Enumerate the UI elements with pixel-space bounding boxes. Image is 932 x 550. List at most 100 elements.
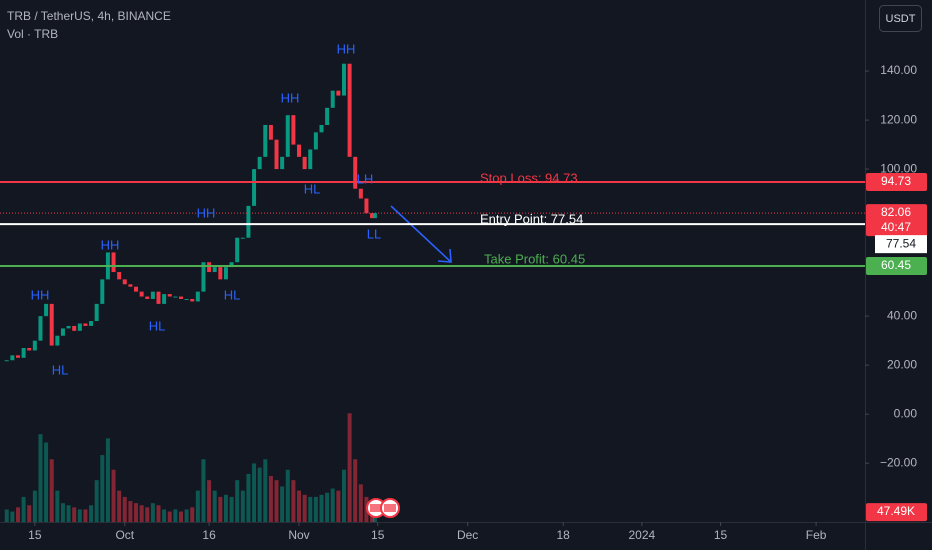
candle	[325, 107, 330, 125]
volume-bar	[190, 507, 195, 522]
candle	[83, 323, 88, 326]
take-profit-badge-bg	[866, 257, 927, 276]
candle	[280, 156, 285, 170]
pattern-annotation: HH	[31, 287, 50, 302]
pattern-annotation: HH	[197, 205, 216, 220]
volume-bar	[27, 505, 32, 522]
volume-bar	[313, 496, 318, 522]
volume-bar	[105, 438, 110, 522]
candle	[139, 291, 144, 297]
candle	[347, 63, 352, 157]
volume-bar	[285, 469, 290, 522]
volume-bar	[274, 480, 279, 522]
candle	[291, 115, 296, 145]
candle	[201, 262, 206, 292]
volume-bar	[353, 459, 358, 522]
forecast-arrow	[390, 205, 452, 263]
volume-bar	[117, 490, 122, 522]
level-label: Take Profit: 60.45	[484, 251, 585, 266]
volume-bar	[60, 503, 65, 522]
volume-bar	[178, 511, 183, 522]
volume-bar	[38, 434, 43, 522]
stop-loss-badge-bg	[866, 173, 927, 192]
volume-bar	[44, 442, 49, 522]
volume-bar	[89, 505, 94, 522]
candle	[122, 279, 127, 285]
candle	[128, 284, 133, 287]
candle	[10, 355, 15, 361]
volume-bar	[184, 509, 189, 522]
volume-legend: Vol · TRB	[7, 27, 58, 41]
volume-bar	[325, 492, 330, 522]
candle	[162, 294, 167, 304]
volume-badge: 47.49K	[877, 504, 915, 518]
volume-bar	[32, 490, 37, 522]
y-tick-label: −20.00	[880, 455, 917, 469]
candle	[4, 360, 9, 362]
chart-title: TRB / TetherUS, 4h, BINANCE	[7, 9, 171, 23]
candle	[358, 188, 363, 199]
volume-bar	[263, 459, 268, 522]
y-tick-label: 120.00	[880, 112, 917, 126]
volume-bar	[257, 467, 262, 522]
volume-bar	[49, 459, 54, 522]
pattern-annotation: LH	[357, 171, 374, 186]
volume-bar	[201, 459, 206, 522]
candle	[229, 262, 234, 268]
candle	[27, 348, 32, 351]
candle	[55, 335, 60, 346]
candle	[66, 325, 71, 329]
candle	[313, 132, 318, 150]
candle	[89, 321, 94, 326]
candle	[173, 296, 178, 298]
volume-bar	[83, 509, 88, 522]
volume-badge-bg	[866, 503, 927, 522]
candle	[32, 340, 37, 351]
entry-badge-bg	[875, 235, 927, 254]
volume-bar	[229, 496, 234, 522]
volume-bar	[297, 490, 302, 522]
volume-bar	[235, 480, 240, 522]
candle	[94, 303, 99, 322]
y-tick-label: 20.00	[887, 357, 917, 371]
candle	[134, 286, 139, 292]
currency-button[interactable]	[879, 5, 922, 32]
volume-bar	[128, 501, 133, 522]
candle	[150, 291, 155, 299]
x-tick-label: 16	[202, 528, 216, 542]
volume-bar	[55, 490, 60, 522]
last-price-badge: 82.06	[881, 205, 911, 219]
volume-bar	[358, 484, 363, 522]
volume-bar	[212, 490, 217, 522]
volume-bar	[240, 490, 245, 522]
volume-bar	[139, 505, 144, 522]
candle	[240, 237, 245, 239]
stop-loss-badge: 94.73	[881, 174, 911, 188]
volume-bar	[302, 494, 307, 522]
volume-bar	[122, 496, 127, 522]
level-label: Entry Point: 77.54	[480, 211, 583, 226]
candle	[235, 237, 240, 263]
candle	[302, 156, 307, 170]
volume-bar	[21, 496, 26, 522]
candle	[44, 303, 49, 317]
candle	[330, 90, 335, 108]
candle	[257, 156, 262, 170]
volume-bar	[336, 490, 341, 522]
volume-bar	[173, 509, 178, 522]
event-flag-stripe	[370, 504, 382, 512]
candle	[49, 303, 54, 346]
candle	[370, 213, 375, 219]
pattern-annotation: HL	[224, 287, 241, 302]
volume-bar	[207, 480, 212, 522]
x-tick-label: Dec	[457, 528, 478, 542]
y-tick-label: 0.00	[894, 406, 918, 420]
volume-bar	[10, 511, 15, 522]
volume-bar	[291, 480, 296, 522]
pattern-annotation: HL	[52, 362, 69, 377]
volume-bar	[94, 480, 99, 522]
volume-bar	[134, 503, 139, 522]
y-tick-label: 100.00	[880, 161, 917, 175]
